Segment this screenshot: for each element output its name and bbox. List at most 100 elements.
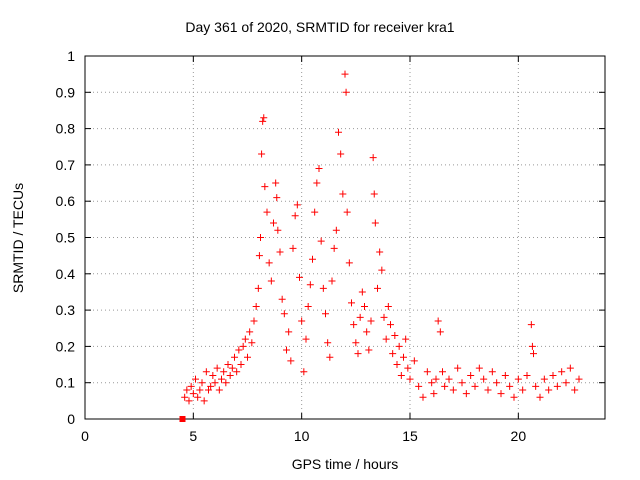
data-point [471,382,479,390]
data-point [200,397,208,405]
data-point [289,244,297,252]
data-point [462,390,470,398]
y-tick-label: 0.2 [56,338,76,354]
data-point [553,382,561,390]
square-marker [179,416,186,422]
data-point [222,379,230,387]
y-tick-label: 1 [67,48,75,64]
data-point [391,332,399,340]
data-point [449,386,457,394]
data-point [255,252,263,260]
data-point [545,386,553,394]
data-point [258,150,266,158]
data-point [441,382,449,390]
data-point [330,244,338,252]
data-point [358,288,366,296]
data-point [370,190,378,198]
data-point [202,368,210,376]
data-point [237,361,245,369]
data-point [571,386,579,394]
data-point [273,194,281,202]
data-point [384,302,392,310]
data-point [265,259,273,267]
data-point [510,393,518,401]
data-point [378,266,386,274]
x-tick-label: 0 [81,428,89,444]
data-point [404,364,412,372]
y-tick-label: 0.9 [56,84,76,100]
data-point [445,375,453,383]
data-point [475,364,483,372]
data-point [278,295,286,303]
data-point [397,371,405,379]
data-point [302,335,310,343]
data-point [430,390,438,398]
data-point [248,339,256,347]
data-point [198,379,206,387]
data-point [226,371,234,379]
data-point [300,368,308,376]
data-point [363,328,371,336]
data-point [254,284,262,292]
data-point [309,255,316,263]
data-point [224,361,232,369]
data-point [270,219,277,227]
data-point [213,364,221,372]
data-point [261,183,269,191]
data-point [540,375,548,383]
data-point [575,375,583,383]
data-point [276,248,284,256]
data-point [205,386,212,394]
data-point [382,335,390,343]
data-point [497,390,505,398]
data-point [304,302,312,310]
data-point [343,208,351,216]
data-point [181,393,189,401]
data-point [246,328,254,336]
data-point [211,379,219,387]
data-point [376,248,384,256]
data-point [194,393,202,401]
data-point [365,346,373,354]
data-point [285,328,293,336]
data-point [291,212,299,220]
y-axis-label: SRMTID / TECUs [10,182,26,294]
axis-ticks: 00.10.20.30.40.50.60.70.80.910 5 10 15 20 [56,48,605,444]
y-tick-label: 0.3 [56,302,76,318]
gridlines [85,56,605,419]
data-point [239,342,247,350]
data-point [328,277,336,285]
data-point [306,281,314,289]
data-point [317,237,325,245]
data-point [185,397,193,405]
data-point [335,128,342,136]
data-point [562,379,570,387]
data-point [196,386,204,394]
data-point [315,165,323,173]
data-point [311,208,319,216]
chart-title: Day 361 of 2020, SRMTID for receiver kra… [185,19,455,35]
data-point [519,386,527,394]
data-point [436,328,444,336]
data-point [406,375,414,383]
data-point [361,302,368,310]
data-point [298,317,306,325]
x-tick-label: 10 [294,428,310,444]
y-tick-label: 0 [67,411,75,427]
data-point [348,299,355,307]
data-point [272,179,280,187]
data-point [374,284,381,292]
data-point [549,371,557,379]
data-point [369,154,377,162]
data-points [179,70,583,422]
data-point [354,350,362,358]
x-tick-label: 15 [402,428,418,444]
data-point [218,375,225,383]
data-point [244,353,251,361]
data-point [209,371,217,379]
data-point [432,375,440,383]
data-point [280,310,288,318]
data-point [458,379,466,387]
data-point [287,357,295,365]
data-point [558,368,566,376]
